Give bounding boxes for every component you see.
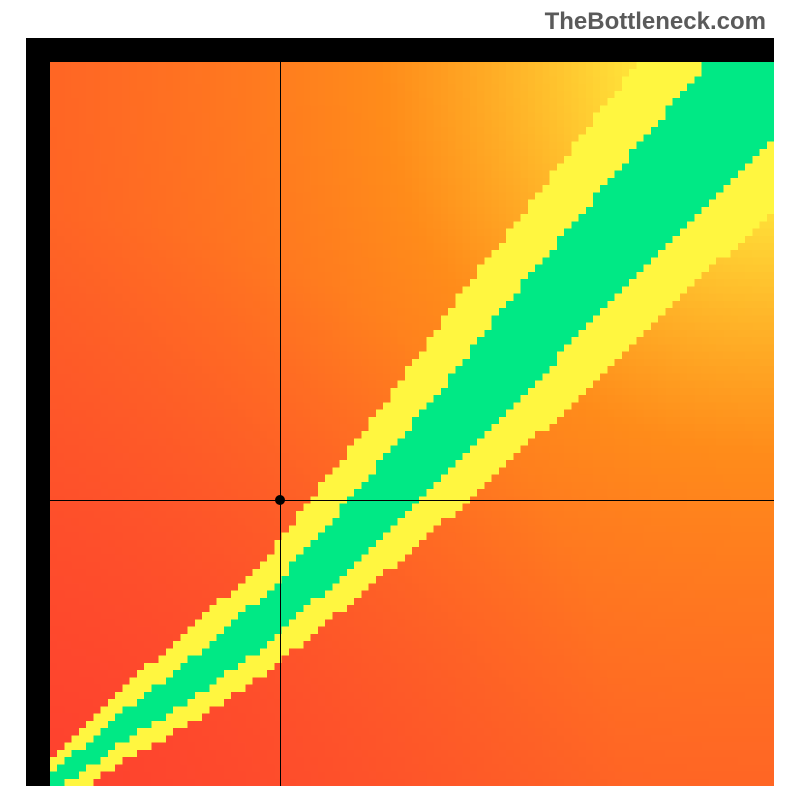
chart-frame bbox=[26, 38, 774, 786]
crosshair-horizontal bbox=[50, 500, 774, 501]
watermark-text: TheBottleneck.com bbox=[545, 8, 766, 36]
crosshair-vertical bbox=[280, 62, 281, 786]
heatmap-canvas bbox=[50, 62, 774, 786]
chart-container: TheBottleneck.com bbox=[0, 0, 800, 800]
